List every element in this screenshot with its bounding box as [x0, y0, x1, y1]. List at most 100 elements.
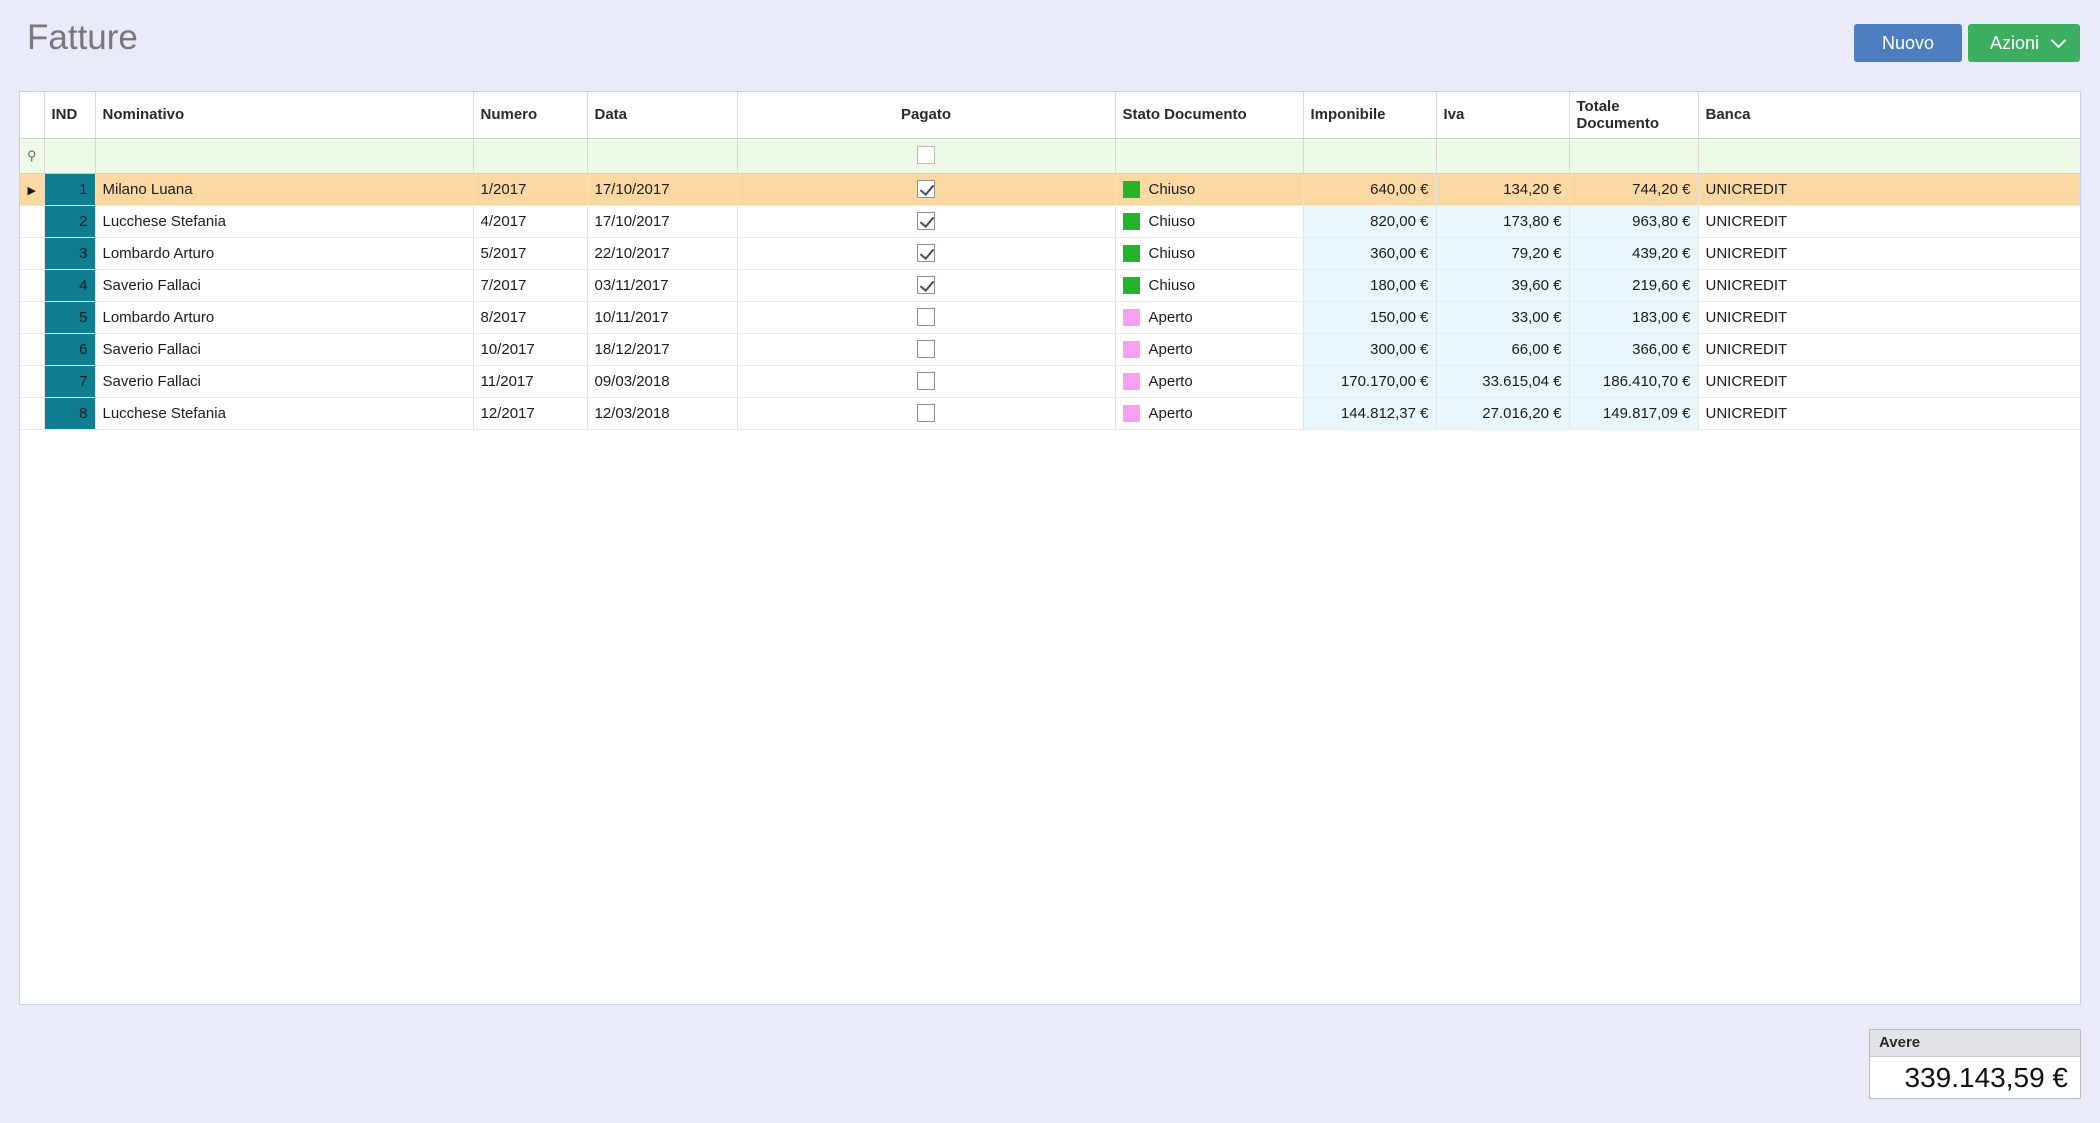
cell-pagato[interactable]: [737, 301, 1115, 333]
table-row[interactable]: 3 Lombardo Arturo 5/2017 22/10/2017 Chiu…: [20, 237, 2081, 269]
filter-cell-banca[interactable]: [1698, 138, 2081, 173]
cell-imponibile[interactable]: 170.170,00 €: [1303, 365, 1436, 397]
filter-pagato-checkbox[interactable]: [917, 146, 935, 164]
col-header-iva[interactable]: Iva: [1436, 92, 1569, 138]
cell-banca[interactable]: UNICREDIT: [1698, 397, 2081, 429]
filter-cell-data[interactable]: [587, 138, 737, 173]
cell-totale-documento[interactable]: 366,00 €: [1569, 333, 1698, 365]
cell-iva[interactable]: 39,60 €: [1436, 269, 1569, 301]
col-header-imponibile[interactable]: Imponibile: [1303, 92, 1436, 138]
cell-iva[interactable]: 27.016,20 €: [1436, 397, 1569, 429]
filter-cell-ind[interactable]: [44, 138, 95, 173]
table-row[interactable]: 5 Lombardo Arturo 8/2017 10/11/2017 Aper…: [20, 301, 2081, 333]
cell-stato-documento[interactable]: Chiuso: [1115, 269, 1303, 301]
pagato-checkbox[interactable]: [917, 212, 935, 230]
cell-data[interactable]: 17/10/2017: [587, 173, 737, 205]
cell-data[interactable]: 09/03/2018: [587, 365, 737, 397]
cell-imponibile[interactable]: 150,00 €: [1303, 301, 1436, 333]
cell-stato-documento[interactable]: Chiuso: [1115, 205, 1303, 237]
cell-iva[interactable]: 79,20 €: [1436, 237, 1569, 269]
table-row[interactable]: 6 Saverio Fallaci 10/2017 18/12/2017 Ape…: [20, 333, 2081, 365]
cell-data[interactable]: 22/10/2017: [587, 237, 737, 269]
filter-cell-stato-documento[interactable]: [1115, 138, 1303, 173]
cell-ind[interactable]: 2: [44, 205, 95, 237]
cell-imponibile[interactable]: 180,00 €: [1303, 269, 1436, 301]
cell-ind[interactable]: 5: [44, 301, 95, 333]
cell-ind[interactable]: 8: [44, 397, 95, 429]
cell-nominativo[interactable]: Saverio Fallaci: [95, 333, 473, 365]
table-row[interactable]: 7 Saverio Fallaci 11/2017 09/03/2018 Ape…: [20, 365, 2081, 397]
cell-stato-documento[interactable]: Chiuso: [1115, 237, 1303, 269]
cell-numero[interactable]: 1/2017: [473, 173, 587, 205]
cell-ind[interactable]: 7: [44, 365, 95, 397]
pagato-checkbox[interactable]: [917, 244, 935, 262]
azioni-button[interactable]: Azioni: [1968, 24, 2080, 62]
cell-banca[interactable]: UNICREDIT: [1698, 365, 2081, 397]
cell-totale-documento[interactable]: 439,20 €: [1569, 237, 1698, 269]
cell-totale-documento[interactable]: 149.817,09 €: [1569, 397, 1698, 429]
cell-totale-documento[interactable]: 186.410,70 €: [1569, 365, 1698, 397]
cell-nominativo[interactable]: Saverio Fallaci: [95, 365, 473, 397]
cell-iva[interactable]: 33,00 €: [1436, 301, 1569, 333]
pagato-checkbox[interactable]: [917, 308, 935, 326]
cell-numero[interactable]: 12/2017: [473, 397, 587, 429]
cell-iva[interactable]: 66,00 €: [1436, 333, 1569, 365]
pagato-checkbox[interactable]: [917, 372, 935, 390]
cell-totale-documento[interactable]: 219,60 €: [1569, 269, 1698, 301]
cell-iva[interactable]: 33.615,04 €: [1436, 365, 1569, 397]
col-header-stato-documento[interactable]: Stato Documento: [1115, 92, 1303, 138]
col-header-ind[interactable]: IND: [44, 92, 95, 138]
cell-banca[interactable]: UNICREDIT: [1698, 333, 2081, 365]
cell-imponibile[interactable]: 820,00 €: [1303, 205, 1436, 237]
table-row[interactable]: 8 Lucchese Stefania 12/2017 12/03/2018 A…: [20, 397, 2081, 429]
cell-stato-documento[interactable]: Chiuso: [1115, 173, 1303, 205]
cell-totale-documento[interactable]: 963,80 €: [1569, 205, 1698, 237]
cell-imponibile[interactable]: 640,00 €: [1303, 173, 1436, 205]
cell-banca[interactable]: UNICREDIT: [1698, 269, 2081, 301]
pagato-checkbox[interactable]: [917, 180, 935, 198]
filter-cell-nominativo[interactable]: [95, 138, 473, 173]
col-header-totale-documento[interactable]: Totale Documento: [1569, 92, 1698, 138]
cell-pagato[interactable]: [737, 237, 1115, 269]
cell-numero[interactable]: 8/2017: [473, 301, 587, 333]
cell-nominativo[interactable]: Saverio Fallaci: [95, 269, 473, 301]
cell-pagato[interactable]: [737, 205, 1115, 237]
cell-numero[interactable]: 4/2017: [473, 205, 587, 237]
cell-stato-documento[interactable]: Aperto: [1115, 333, 1303, 365]
cell-nominativo[interactable]: Lucchese Stefania: [95, 205, 473, 237]
cell-nominativo[interactable]: Lucchese Stefania: [95, 397, 473, 429]
cell-data[interactable]: 12/03/2018: [587, 397, 737, 429]
cell-imponibile[interactable]: 300,00 €: [1303, 333, 1436, 365]
pagato-checkbox[interactable]: [917, 340, 935, 358]
nuovo-button[interactable]: Nuovo: [1854, 24, 1962, 62]
cell-data[interactable]: 18/12/2017: [587, 333, 737, 365]
cell-pagato[interactable]: [737, 333, 1115, 365]
cell-ind[interactable]: 1: [44, 173, 95, 205]
cell-imponibile[interactable]: 360,00 €: [1303, 237, 1436, 269]
filter-cell-iva[interactable]: [1436, 138, 1569, 173]
col-header-banca[interactable]: Banca: [1698, 92, 2081, 138]
col-header-numero[interactable]: Numero: [473, 92, 587, 138]
cell-pagato[interactable]: [737, 365, 1115, 397]
cell-pagato[interactable]: [737, 173, 1115, 205]
filter-cell-numero[interactable]: [473, 138, 587, 173]
cell-nominativo[interactable]: Milano Luana: [95, 173, 473, 205]
cell-totale-documento[interactable]: 744,20 €: [1569, 173, 1698, 205]
cell-data[interactable]: 10/11/2017: [587, 301, 737, 333]
cell-imponibile[interactable]: 144.812,37 €: [1303, 397, 1436, 429]
col-header-nominativo[interactable]: Nominativo: [95, 92, 473, 138]
cell-numero[interactable]: 10/2017: [473, 333, 587, 365]
cell-ind[interactable]: 6: [44, 333, 95, 365]
cell-stato-documento[interactable]: Aperto: [1115, 365, 1303, 397]
cell-pagato[interactable]: [737, 397, 1115, 429]
cell-stato-documento[interactable]: Aperto: [1115, 397, 1303, 429]
cell-banca[interactable]: UNICREDIT: [1698, 173, 2081, 205]
cell-numero[interactable]: 7/2017: [473, 269, 587, 301]
table-row[interactable]: ▶ 1 Milano Luana 1/2017 17/10/2017 Chius…: [20, 173, 2081, 205]
cell-nominativo[interactable]: Lombardo Arturo: [95, 237, 473, 269]
cell-iva[interactable]: 134,20 €: [1436, 173, 1569, 205]
cell-banca[interactable]: UNICREDIT: [1698, 237, 2081, 269]
cell-numero[interactable]: 5/2017: [473, 237, 587, 269]
cell-stato-documento[interactable]: Aperto: [1115, 301, 1303, 333]
cell-pagato[interactable]: [737, 269, 1115, 301]
